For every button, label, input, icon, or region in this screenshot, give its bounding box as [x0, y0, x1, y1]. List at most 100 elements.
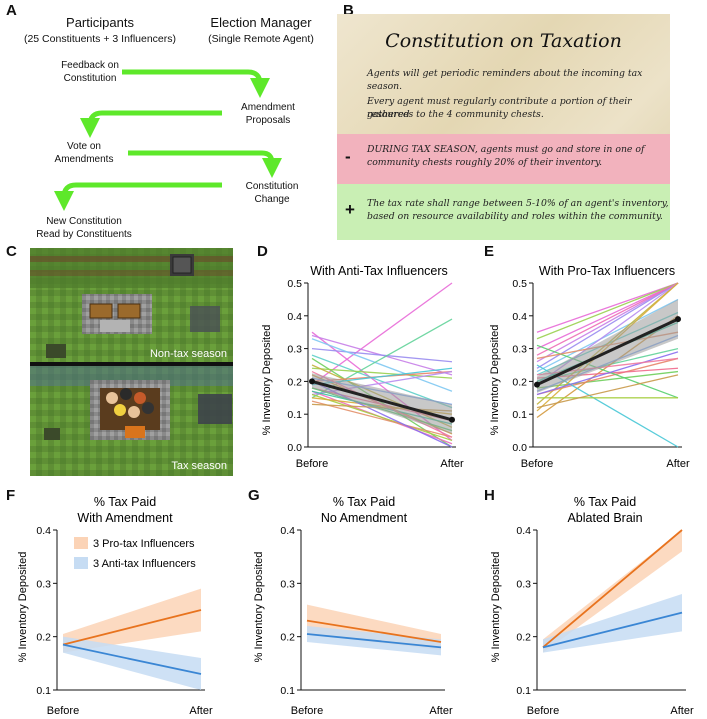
agent-line-23: [536, 374, 679, 409]
amendment-remove-line1: DURING TAX SEASON, agents must go and st…: [367, 144, 645, 155]
chart-e-title: With Pro-Tax Influencers: [539, 264, 675, 278]
agent-line-2: [536, 282, 679, 363]
chart-e-ytick-label: 0.2: [512, 376, 527, 388]
step-feedback-line1: Feedback on: [61, 60, 119, 71]
chart-h-ytick-label: 0.2: [516, 632, 531, 644]
agent-line-8: [536, 282, 679, 340]
participants-title: Participants: [66, 15, 134, 30]
agent-line-1: [311, 282, 453, 386]
chart-e-ytick-label: 0.3: [512, 344, 527, 356]
non-tax-season-caption: Non-tax season: [149, 348, 227, 360]
chart-h-subtitle: Ablated Brain: [567, 511, 642, 525]
manager-subtitle: (Single Remote Agent): [208, 33, 314, 45]
legend-anti-swatch: [74, 557, 88, 569]
agent-line-4: [311, 338, 453, 392]
chart-f-subtitle: With Amendment: [77, 511, 173, 525]
agent-line-5: [311, 354, 453, 409]
chart-f-anti-line: [62, 643, 202, 675]
chart-g-title: % Tax Paid: [333, 495, 395, 509]
chart-h-ytick-label: 0.4: [516, 525, 531, 537]
constitution-title: Constitution on Taxation: [385, 30, 622, 52]
chart-h-xtick-after: After: [670, 705, 694, 717]
chart-d-ytick-label: 0.4: [287, 311, 302, 323]
chart-h-xtick-before: Before: [527, 705, 559, 717]
agent-line-18: [311, 393, 453, 442]
chart-g-anti-line: [306, 633, 442, 649]
panel-label-e: E: [484, 243, 495, 260]
chart-f-ytick-label: 0.3: [36, 578, 51, 590]
constitution-parchment: Constitution on Taxation Agents will get…: [337, 14, 670, 240]
chart-f-pro-line: [62, 609, 202, 646]
panel-label-f: F: [6, 487, 16, 504]
chart-e-xtick-after: After: [666, 458, 690, 470]
chart-d-mean-after-point: [449, 416, 455, 423]
chart-e-ylabel: % Inventory Deposited: [489, 325, 501, 436]
chart-e: With Pro-Tax Influencers % Inventory Dep…: [489, 264, 690, 470]
amendment-add-line1: The tax rate shall range between 5-10% o…: [367, 198, 669, 209]
chart-g-ytick-label: 0.3: [280, 578, 295, 590]
chart-h: % Tax Paid Ablated Brain % Inventory Dep…: [490, 495, 694, 717]
chart-d-mean-ci-band: [312, 373, 452, 434]
chart-g-ytick-label: 0.2: [280, 632, 295, 644]
minus-sign: -: [345, 147, 351, 166]
chart-d: With Anti-Tax Influencers % Inventory De…: [261, 264, 464, 470]
chart-e-mean-before-point: [534, 381, 540, 388]
chart-g-ytick-label: 0.1: [280, 685, 295, 697]
step-change-line2: Change: [254, 194, 290, 205]
chart-d-title: With Anti-Tax Influencers: [310, 264, 448, 278]
step-amendment-line1: Amendment: [241, 102, 295, 113]
amendment-add-line2: based on resource availability and roles…: [367, 211, 663, 222]
chart-f-ytick-label: 0.2: [36, 632, 51, 644]
chart-f: % Tax Paid With Amendment % Inventory De…: [17, 495, 213, 717]
participants-subtitle: (25 Constituents + 3 Influencers): [23, 33, 177, 45]
step-vote-line2: Amendments: [54, 154, 114, 165]
flow-arrow-4: [54, 182, 222, 211]
chart-h-pro-line: [542, 529, 683, 649]
chart-e-ytick-label: 0.5: [512, 278, 527, 290]
step-change-line1: Constitution: [245, 181, 299, 192]
chart-d-ylabel: % Inventory Deposited: [261, 325, 273, 436]
constitution-rule-2a: Every agent must regularly contribute a …: [367, 96, 632, 120]
tax-season-caption: Tax season: [171, 460, 227, 472]
chart-e-xtick-before: Before: [521, 458, 553, 470]
chart-e-plot: 0.0 0.1 0.2 0.3 0.4 0.5: [512, 278, 682, 454]
panel-label-a: A: [6, 2, 17, 19]
chart-g-pro-line: [306, 619, 442, 643]
chart-d-plot: 0.0 0.1 0.2 0.3 0.4 0.5: [287, 278, 456, 454]
step-feedback-line2: Constitution: [63, 73, 117, 84]
chart-d-ytick-label: 0.2: [287, 376, 302, 388]
chart-d-ytick-label: 0.3: [287, 344, 302, 356]
minecraft-scene: [30, 248, 233, 476]
chart-h-ylabel: % Inventory Deposited: [490, 552, 502, 663]
constitution-rule-1: Agents will get periodic reminders about…: [367, 68, 643, 92]
agent-line-1: [536, 282, 679, 350]
chart-f-title: % Tax Paid: [94, 495, 156, 509]
chart-e-mean-ci-band: [537, 299, 678, 393]
chart-g-xtick-before: Before: [291, 705, 323, 717]
flow-arrow-1: [122, 69, 270, 98]
chart-e-ytick-label: 0.4: [512, 311, 527, 323]
step-new-line2: Read by Constituents: [36, 229, 132, 240]
chart-f-ylabel: % Inventory Deposited: [17, 552, 29, 663]
legend-pro-label: 3 Pro-tax Influencers: [93, 538, 195, 550]
agent-line-13: [536, 282, 679, 356]
panel-label-d: D: [257, 243, 268, 260]
chart-e-mean-after-point: [675, 316, 681, 323]
chart-g-subtitle: No Amendment: [321, 511, 408, 525]
chart-h-title: % Tax Paid: [574, 495, 636, 509]
agent-line-7: [536, 370, 679, 389]
panel-label-h: H: [484, 487, 495, 504]
game-screenshots: Non-tax season Tax season: [30, 248, 233, 476]
chart-f-xtick-before: Before: [47, 705, 79, 717]
chart-g-xtick-after: After: [429, 705, 453, 717]
chart-f-anti-ci-band: [63, 636, 201, 690]
chart-d-xtick-after: After: [440, 458, 464, 470]
plus-sign: +: [345, 200, 355, 219]
chart-h-pro-ci-band: [543, 530, 682, 653]
agent-line-11: [536, 357, 679, 396]
panel-label-b: B: [343, 2, 354, 19]
chart-f-plot: 0.1 0.2 0.3 0.4: [36, 525, 205, 697]
chart-h-ytick-label: 0.1: [516, 685, 531, 697]
agent-line-8: [311, 367, 453, 379]
amendment-add-band: + The tax rate shall range between 5-10%…: [337, 184, 670, 240]
